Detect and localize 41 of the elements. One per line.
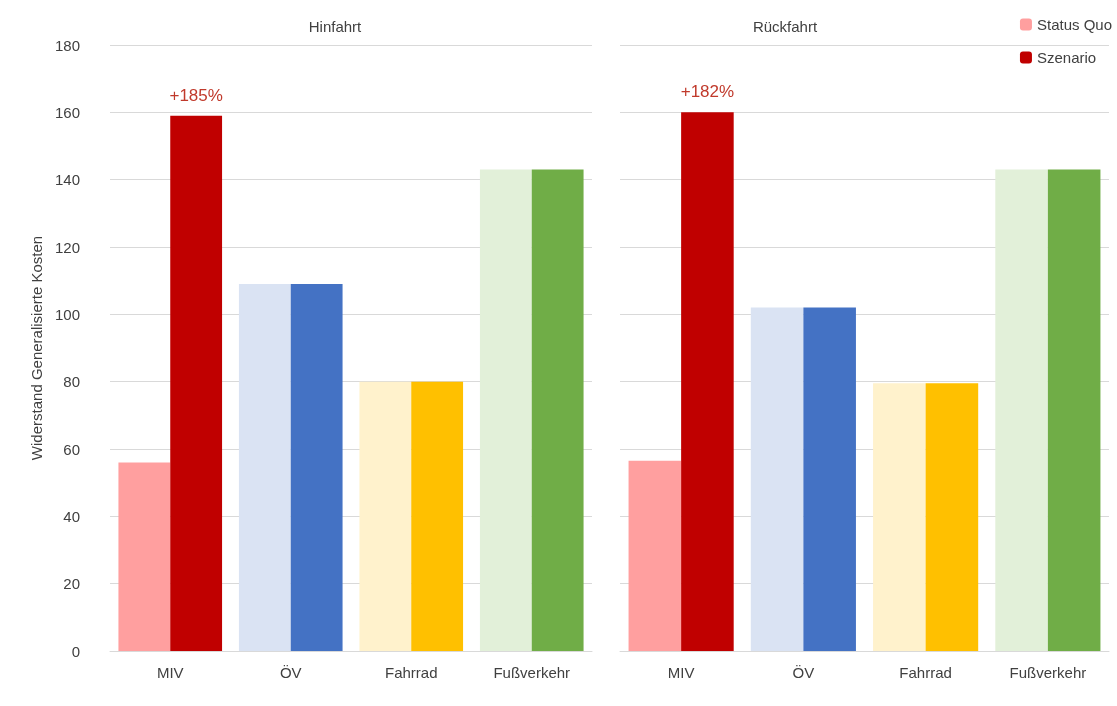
y-tick-label: 120 — [54, 238, 80, 256]
bar — [1047, 169, 1101, 651]
y-tick-label: 160 — [54, 103, 80, 121]
chart-title: Rückfahrt — [752, 18, 818, 35]
bar — [290, 284, 343, 651]
x-tick-label: Fußverkehr — [493, 664, 571, 681]
x-tick-label: Fahrrad — [384, 664, 438, 681]
bar — [628, 460, 682, 651]
bar — [873, 383, 926, 651]
x-tick-label: Fußverkehr — [1009, 664, 1087, 681]
y-tick-label: 20 — [63, 575, 80, 593]
y-tick-label: 140 — [54, 171, 80, 189]
bar — [995, 169, 1048, 651]
bar — [803, 307, 856, 651]
bar — [479, 169, 532, 651]
y-tick-label: 100 — [54, 305, 80, 323]
bar — [118, 462, 171, 651]
bar — [411, 381, 464, 651]
x-tick-label: ÖV — [792, 664, 815, 681]
bar — [925, 383, 979, 651]
y-tick-label: 40 — [63, 507, 80, 525]
y-tick-label: 0 — [71, 642, 80, 660]
x-tick-label: MIV — [156, 664, 184, 681]
y-axis-title: Widerstand Generalisierte Kosten — [28, 235, 46, 461]
y-tick-label: 60 — [63, 440, 80, 458]
bar — [359, 381, 412, 651]
x-tick-label: Fahrrad — [899, 664, 952, 681]
bar — [238, 284, 291, 651]
annotation: +185% — [169, 85, 223, 105]
y-tick-label: 180 — [54, 36, 80, 54]
bar — [750, 307, 804, 651]
bar — [681, 112, 734, 651]
bar — [170, 115, 223, 651]
legend-label: Szenario — [1036, 49, 1097, 66]
annotation: +182% — [680, 82, 735, 102]
bar — [531, 169, 584, 651]
x-tick-label: MIV — [667, 664, 695, 681]
legend-label: Status Quo — [1036, 16, 1112, 33]
chart-title: Hinfahrt — [308, 18, 363, 35]
x-tick-label: ÖV — [279, 664, 302, 681]
y-tick-label: 80 — [63, 373, 80, 391]
